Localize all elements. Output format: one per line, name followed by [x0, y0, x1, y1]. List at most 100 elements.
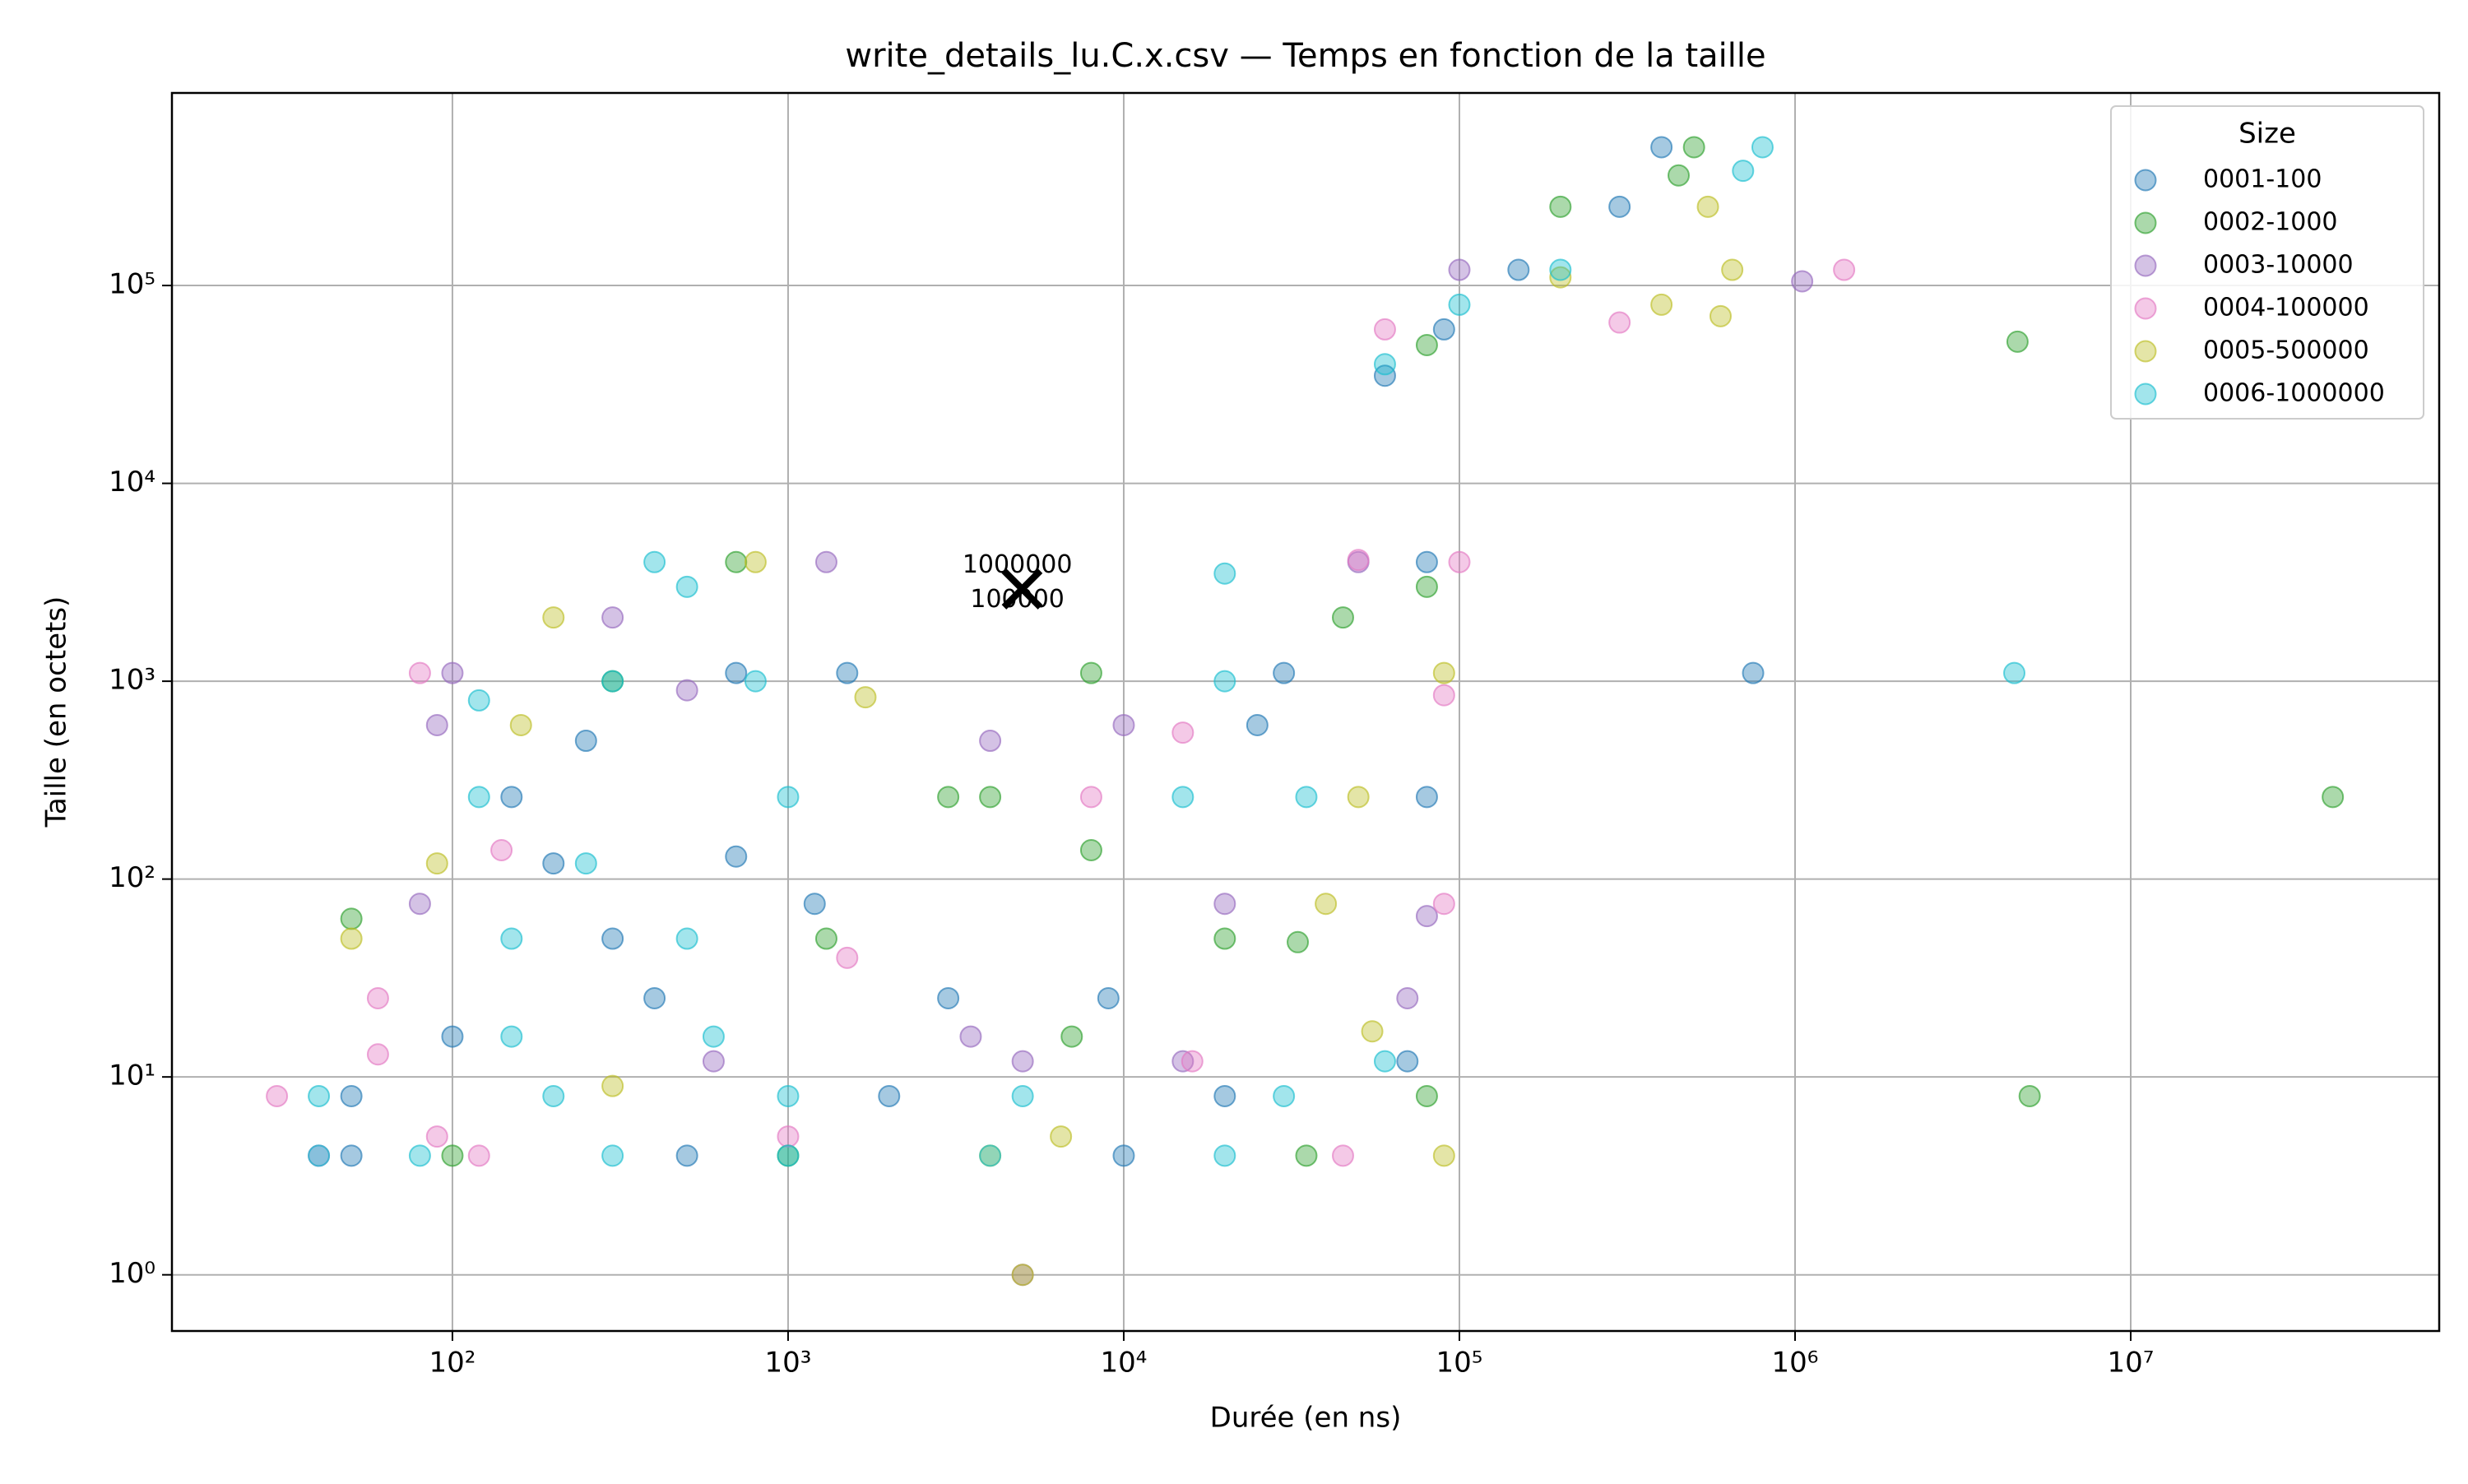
y-tick-label: 10⁵	[109, 268, 155, 301]
data-point	[441, 1025, 464, 1048]
data-point	[601, 606, 624, 629]
y-tick-label: 10⁴	[109, 466, 155, 499]
data-point	[340, 907, 363, 930]
legend-label: 0005-500000	[2203, 336, 2369, 365]
data-point	[1373, 1050, 1396, 1073]
data-point	[675, 1144, 698, 1167]
data-point	[1347, 786, 1370, 809]
data-point	[1432, 893, 1455, 916]
data-point	[574, 852, 597, 875]
annotation: 1000000	[963, 550, 1073, 579]
x-tick-label: 10⁶	[1772, 1347, 1819, 1380]
data-point	[1213, 893, 1236, 916]
data-point	[1213, 927, 1236, 950]
data-point	[1415, 333, 1438, 356]
data-point	[675, 679, 698, 702]
data-point	[509, 713, 532, 736]
data-point	[1373, 318, 1396, 341]
data-point	[1432, 1144, 1455, 1167]
data-point	[366, 986, 389, 1009]
data-point	[1171, 1050, 1195, 1073]
data-point	[1751, 136, 1774, 159]
data-point	[1315, 893, 1338, 916]
data-point	[340, 1144, 363, 1167]
data-point	[1331, 1144, 1354, 1167]
data-point	[1246, 713, 1269, 736]
legend-label: 0006-1000000	[2203, 379, 2385, 408]
x-tick-label: 10⁵	[1436, 1347, 1483, 1380]
data-point	[425, 713, 448, 736]
legend-box	[2110, 105, 2424, 420]
data-point	[1549, 195, 1572, 218]
data-point	[574, 730, 597, 753]
data-point	[1432, 684, 1455, 707]
data-point	[1213, 1144, 1236, 1167]
y-axis-label: Taille (en octets)	[40, 596, 73, 828]
data-point	[1361, 1020, 1384, 1043]
data-point	[1721, 258, 1744, 281]
data-point	[777, 1144, 800, 1167]
data-point	[1549, 266, 1572, 289]
data-point	[814, 550, 837, 573]
data-point	[937, 986, 960, 1009]
data-point	[467, 786, 490, 809]
data-point	[777, 1125, 800, 1148]
data-point	[2003, 661, 2026, 684]
data-point	[1608, 311, 1631, 334]
data-point	[340, 1084, 363, 1107]
data-point	[1287, 930, 1310, 953]
y-tick-label: 10²	[109, 861, 155, 894]
data-point	[601, 1144, 624, 1167]
data-point	[1213, 1084, 1236, 1107]
data-point	[1448, 293, 1471, 316]
data-point	[1213, 670, 1236, 693]
data-point	[803, 893, 826, 916]
data-point	[1273, 1084, 1296, 1107]
data-point	[878, 1084, 901, 1107]
data-point	[1507, 258, 1530, 281]
data-point	[2006, 330, 2029, 353]
data-point	[408, 1144, 431, 1167]
data-point	[1213, 562, 1236, 585]
data-point	[1373, 364, 1396, 387]
data-point	[1295, 1144, 1318, 1167]
x-tick-label: 10⁷	[2108, 1347, 2155, 1380]
data-point	[979, 730, 1002, 753]
data-point	[1011, 1264, 1034, 1287]
data-point	[1415, 1084, 1438, 1107]
data-point	[441, 661, 464, 684]
data-point	[959, 1025, 982, 1048]
y-tick-label: 10³	[109, 664, 155, 697]
data-point	[425, 852, 448, 875]
data-point	[2018, 1084, 2041, 1107]
y-tick-label: 10¹	[109, 1060, 155, 1092]
data-point	[1050, 1125, 1073, 1148]
data-point	[744, 670, 767, 693]
data-point	[836, 661, 859, 684]
legend-label: 0004-100000	[2203, 294, 2369, 322]
data-point	[1742, 661, 1765, 684]
data-point	[1331, 606, 1354, 629]
data-point	[1396, 1050, 1419, 1073]
legend-label: 0003-10000	[2203, 251, 2354, 280]
data-point	[1448, 550, 1471, 573]
data-point	[836, 946, 859, 969]
data-point	[1432, 661, 1455, 684]
data-point	[725, 661, 748, 684]
data-point	[675, 575, 698, 598]
data-point	[601, 1074, 624, 1097]
data-point	[1650, 136, 1673, 159]
data-point	[1791, 270, 1814, 293]
annotation: 100000	[970, 585, 1065, 614]
legend-label: 0001-100	[2203, 165, 2322, 194]
x-tick-label: 10³	[765, 1347, 812, 1380]
data-point	[542, 1084, 565, 1107]
data-point	[2322, 786, 2345, 809]
data-point	[408, 893, 431, 916]
data-point	[702, 1050, 725, 1073]
data-point	[467, 1144, 490, 1167]
data-point	[1415, 575, 1438, 598]
data-point	[1011, 1050, 1034, 1073]
data-point	[702, 1025, 725, 1048]
data-point	[601, 927, 624, 950]
